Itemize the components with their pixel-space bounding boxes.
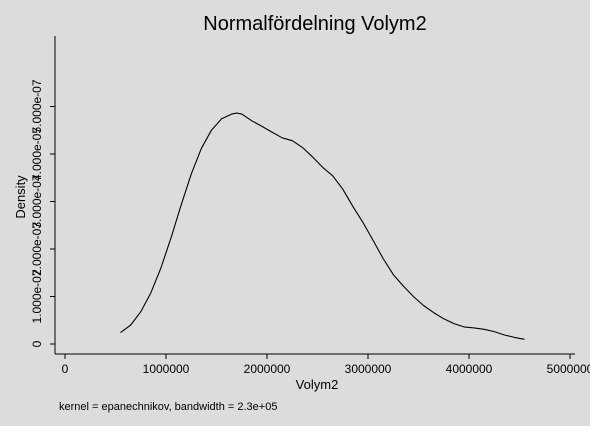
x-tick-label: 3000000 xyxy=(345,362,392,376)
y-tick-label: 2.000e-07 xyxy=(30,222,44,276)
x-tick-label: 0 xyxy=(62,362,69,376)
y-tick-label: 1.000e-07 xyxy=(30,269,44,323)
x-tick-label: 1000000 xyxy=(143,362,190,376)
axes: 0 1.000e-072.000e-073.000e-074.000e-075.0… xyxy=(30,36,590,376)
y-tick-label: 5.000e-07 xyxy=(30,79,44,133)
y-tick-label: 4.000e-07 xyxy=(30,127,44,181)
chart-title: Normalfördelning Volym2 xyxy=(203,13,426,35)
y-tick-label: 0 xyxy=(30,340,44,347)
kernel-note: kernel = epanechnikov, bandwidth = 2.3e+… xyxy=(59,401,277,413)
x-tick-label: 4000000 xyxy=(446,362,493,376)
y-axis-label: Density xyxy=(13,175,28,219)
plot-area xyxy=(120,112,525,340)
y-tick-label: 3.000e-07 xyxy=(30,174,44,228)
x-tick-label: 2000000 xyxy=(244,362,291,376)
density-curve xyxy=(120,112,525,340)
x-tick-label: 5000000 xyxy=(547,362,590,376)
x-axis-label: Volym2 xyxy=(296,377,339,392)
